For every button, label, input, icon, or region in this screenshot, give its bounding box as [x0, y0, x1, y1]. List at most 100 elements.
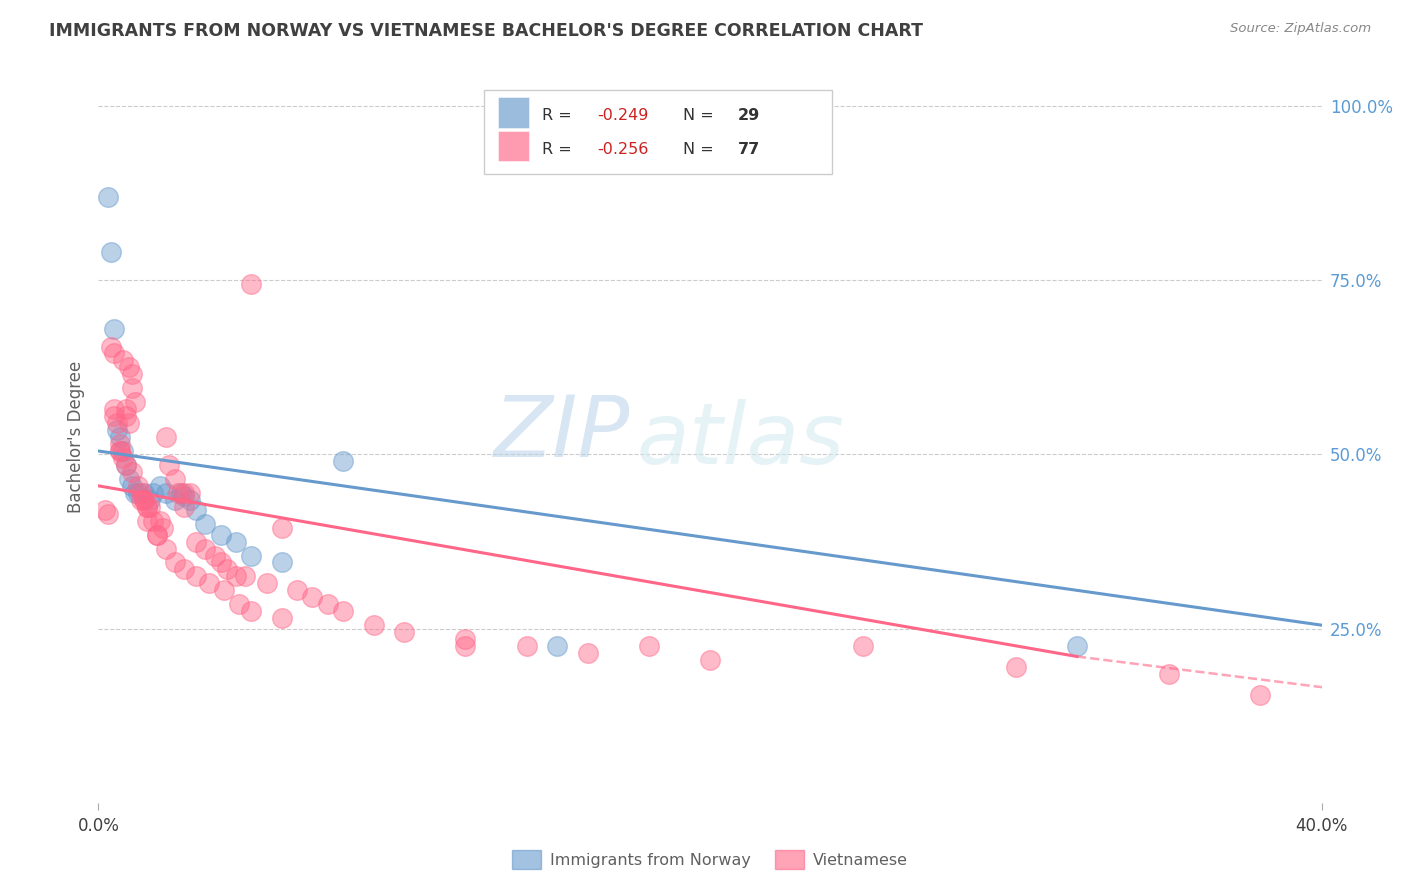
FancyBboxPatch shape	[498, 130, 529, 161]
Point	[155, 541, 177, 556]
Point	[240, 604, 263, 618]
Point	[103, 402, 125, 417]
Point	[97, 507, 120, 521]
Text: N =: N =	[683, 109, 718, 123]
Point	[209, 527, 232, 541]
Point	[392, 625, 416, 640]
Point	[152, 521, 174, 535]
Point	[637, 639, 661, 653]
Point	[576, 646, 599, 660]
Point	[186, 569, 208, 583]
Point	[516, 639, 538, 653]
Point	[163, 492, 186, 507]
Point	[270, 521, 292, 535]
Point	[145, 527, 167, 541]
Point	[100, 245, 122, 260]
Point	[209, 556, 232, 570]
Text: 29: 29	[738, 109, 761, 123]
Point	[139, 500, 162, 514]
Legend: Immigrants from Norway, Vietnamese: Immigrants from Norway, Vietnamese	[505, 844, 915, 875]
Point	[142, 485, 165, 500]
Point	[111, 444, 134, 458]
Point	[167, 485, 190, 500]
Point	[108, 437, 131, 451]
Point	[240, 549, 263, 563]
Point	[186, 503, 208, 517]
Point	[852, 639, 875, 653]
Point	[240, 277, 263, 291]
Point	[115, 402, 138, 417]
Point	[121, 381, 143, 395]
Point	[285, 583, 308, 598]
Point	[204, 549, 226, 563]
Point	[1157, 667, 1180, 681]
Point	[111, 450, 134, 465]
Point	[108, 430, 131, 444]
Point	[270, 556, 292, 570]
Point	[127, 485, 149, 500]
Point	[115, 409, 138, 424]
Text: N =: N =	[683, 142, 718, 157]
Point	[228, 597, 250, 611]
Point	[454, 632, 477, 646]
Point	[173, 485, 195, 500]
Point	[215, 562, 238, 576]
Point	[124, 485, 146, 500]
Point	[93, 503, 115, 517]
Point	[103, 346, 125, 360]
Point	[186, 534, 208, 549]
Point	[179, 492, 201, 507]
Point	[301, 591, 323, 605]
Point	[546, 639, 568, 653]
Point	[699, 653, 721, 667]
Point	[129, 492, 152, 507]
Point	[163, 472, 186, 486]
Point	[136, 500, 159, 514]
Point	[1249, 688, 1271, 702]
Point	[270, 611, 292, 625]
Y-axis label: Bachelor's Degree: Bachelor's Degree	[66, 361, 84, 513]
Point	[173, 500, 195, 514]
Point	[1066, 639, 1088, 653]
Point	[332, 454, 354, 468]
Text: IMMIGRANTS FROM NORWAY VS VIETNAMESE BACHELOR'S DEGREE CORRELATION CHART: IMMIGRANTS FROM NORWAY VS VIETNAMESE BAC…	[49, 22, 924, 40]
Point	[1004, 660, 1026, 674]
Point	[454, 639, 477, 653]
Point	[179, 485, 201, 500]
Point	[194, 541, 217, 556]
Point	[103, 322, 125, 336]
Point	[173, 489, 195, 503]
Point	[149, 479, 172, 493]
Point	[108, 444, 131, 458]
Text: R =: R =	[543, 109, 578, 123]
Point	[332, 604, 354, 618]
Point	[173, 562, 195, 576]
Text: Source: ZipAtlas.com: Source: ZipAtlas.com	[1230, 22, 1371, 36]
Point	[134, 492, 156, 507]
Text: -0.256: -0.256	[598, 142, 648, 157]
Point	[105, 416, 128, 430]
Text: 77: 77	[738, 142, 761, 157]
Point	[142, 514, 165, 528]
Point	[149, 514, 172, 528]
Point	[111, 353, 134, 368]
Point	[100, 339, 122, 353]
Point	[136, 514, 159, 528]
Point	[225, 534, 247, 549]
Point	[108, 444, 131, 458]
Point	[316, 597, 339, 611]
Point	[103, 409, 125, 424]
Point	[121, 465, 143, 479]
Point	[225, 569, 247, 583]
Point	[121, 479, 143, 493]
Point	[129, 485, 152, 500]
Point	[105, 423, 128, 437]
Point	[97, 190, 120, 204]
Point	[212, 583, 235, 598]
Point	[134, 485, 156, 500]
Point	[194, 517, 217, 532]
Text: R =: R =	[543, 142, 578, 157]
Point	[363, 618, 385, 632]
Point	[155, 485, 177, 500]
Point	[170, 485, 193, 500]
